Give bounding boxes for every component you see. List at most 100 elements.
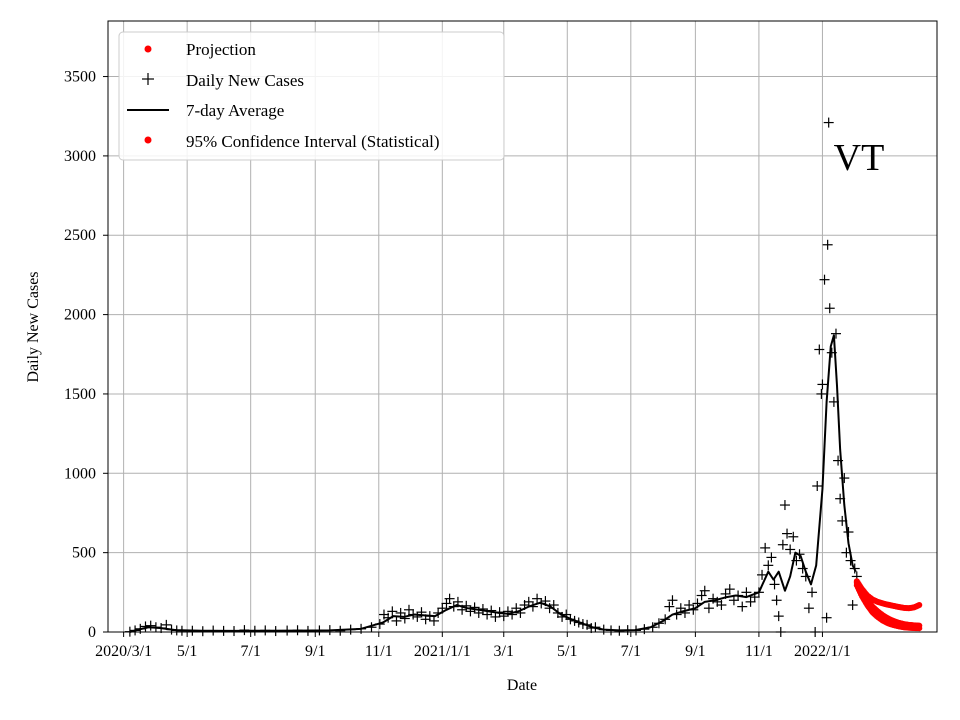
x-tick-label: 11/1 (365, 643, 393, 660)
daily-new-cases-point (412, 611, 423, 622)
daily-new-cases-point (741, 587, 752, 598)
daily-new-cases-point (424, 611, 435, 622)
daily-new-cases-point (477, 603, 488, 614)
daily-new-cases-point (156, 623, 167, 634)
legend-label-7-day-average: 7-day Average (186, 101, 284, 120)
daily-new-cases-point (716, 600, 727, 611)
daily-new-cases-point (187, 625, 198, 636)
daily-new-cases-point (260, 625, 271, 636)
daily-new-cases-point (703, 603, 714, 614)
daily-new-cases-point (482, 609, 493, 620)
daily-new-cases-point (817, 379, 828, 390)
legend-label-daily-new-cases: Daily New Cases (186, 71, 304, 90)
daily-new-cases-point (527, 601, 538, 612)
daily-new-cases-point (671, 609, 682, 620)
daily-new-cases-point (490, 611, 501, 622)
legend-label-confidence-interval: 95% Confidence Interval (Statistical) (186, 132, 440, 151)
daily-new-cases-point (465, 606, 476, 617)
daily-new-cases-point (757, 569, 768, 580)
daily-new-cases-point (507, 609, 518, 620)
daily-new-cases-point (724, 584, 735, 595)
daily-new-cases-point (395, 607, 406, 618)
daily-new-cases-point (270, 626, 281, 637)
daily-new-cases-point (161, 619, 172, 630)
daily-new-cases-point (437, 603, 448, 614)
daily-new-cases-point (335, 625, 346, 636)
x-tick-label: 5/1 (177, 643, 197, 660)
daily-new-cases-point (573, 617, 584, 628)
daily-new-cases-point (797, 563, 808, 574)
legend-marker-projection (144, 45, 152, 53)
legend-label-projection: Projection (186, 40, 256, 59)
daily-new-cases-point (814, 344, 825, 355)
x-tick-label: 3/1 (494, 643, 514, 660)
daily-new-cases-point (847, 600, 858, 611)
daily-new-cases-point (302, 625, 313, 636)
y-tick-label: 500 (72, 545, 96, 562)
daily-new-cases-point (486, 605, 497, 616)
daily-new-cases-point (374, 619, 385, 630)
y-axis-title: Daily New Cases (25, 271, 42, 382)
x-tick-label: 7/1 (621, 643, 641, 660)
daily-new-cases-point (728, 595, 739, 606)
daily-new-cases-point (684, 600, 695, 611)
daily-new-cases-point (785, 544, 796, 555)
daily-new-cases-point (130, 625, 141, 636)
x-tick-label: 5/1 (557, 643, 577, 660)
daily-new-cases-point (733, 590, 744, 601)
daily-new-cases-point (826, 347, 837, 358)
y-tick-label: 1000 (64, 465, 96, 482)
daily-new-cases-point (428, 615, 439, 626)
daily-new-cases-point (812, 480, 823, 491)
daily-new-cases-point (771, 595, 782, 606)
x-tick-label: 7/1 (240, 643, 260, 660)
daily-new-cases-point (498, 611, 509, 622)
daily-new-cases-point (816, 388, 827, 399)
daily-new-cases-point (403, 604, 414, 615)
daily-new-cases-point (849, 563, 860, 574)
legend-marker-confidence-interval (144, 136, 152, 144)
y-tick-label: 1500 (64, 386, 96, 403)
daily-new-cases-point (314, 625, 325, 636)
daily-new-cases-point (631, 625, 642, 636)
daily-new-cases-point (614, 625, 625, 636)
daily-new-cases-point (282, 625, 293, 636)
daily-new-cases-point (150, 622, 161, 633)
y-tick-label: 3500 (64, 69, 96, 86)
daily-new-cases-point (841, 547, 852, 558)
daily-new-cases-point (452, 596, 463, 607)
daily-new-cases-point (819, 274, 830, 285)
daily-new-cases-point (345, 624, 356, 635)
daily-new-cases-point (387, 606, 398, 617)
daily-new-cases-point (679, 607, 690, 618)
daily-new-cases-point (823, 117, 834, 128)
daily-new-cases-point (845, 555, 856, 566)
daily-new-cases-point (515, 607, 526, 618)
daily-new-cases-point (837, 515, 848, 526)
daily-new-cases-point (800, 571, 811, 582)
daily-new-cases-point (653, 618, 664, 629)
x-tick-label: 9/1 (305, 643, 325, 660)
daily-new-cases-point (699, 585, 710, 596)
daily-new-cases-point (760, 542, 771, 553)
y-tick-label: 2500 (64, 227, 96, 244)
y-axis-ticks: 0 500 1000 1500 2000 2500 3000 3500 (64, 69, 108, 641)
daily-new-cases-point (532, 593, 543, 604)
daily-new-cases-point (791, 555, 802, 566)
daily-new-cases-point (383, 612, 394, 623)
daily-new-cases-point (720, 588, 731, 599)
daily-new-cases-point (590, 622, 601, 633)
daily-new-cases-point (773, 611, 784, 622)
daily-new-cases-point (166, 624, 177, 635)
legend-marker-daily-new-cases (142, 73, 154, 85)
daily-new-cases-point (548, 600, 559, 611)
daily-new-cases-point (208, 625, 219, 636)
daily-new-cases-point (565, 614, 576, 625)
x-axis-title: Date (507, 677, 537, 694)
daily-new-cases-point (557, 611, 568, 622)
daily-new-cases-point (675, 603, 686, 614)
x-tick-label: 2022/1/1 (794, 643, 851, 660)
daily-new-cases-point (140, 621, 151, 632)
state-annotation-label: VT (834, 137, 885, 179)
